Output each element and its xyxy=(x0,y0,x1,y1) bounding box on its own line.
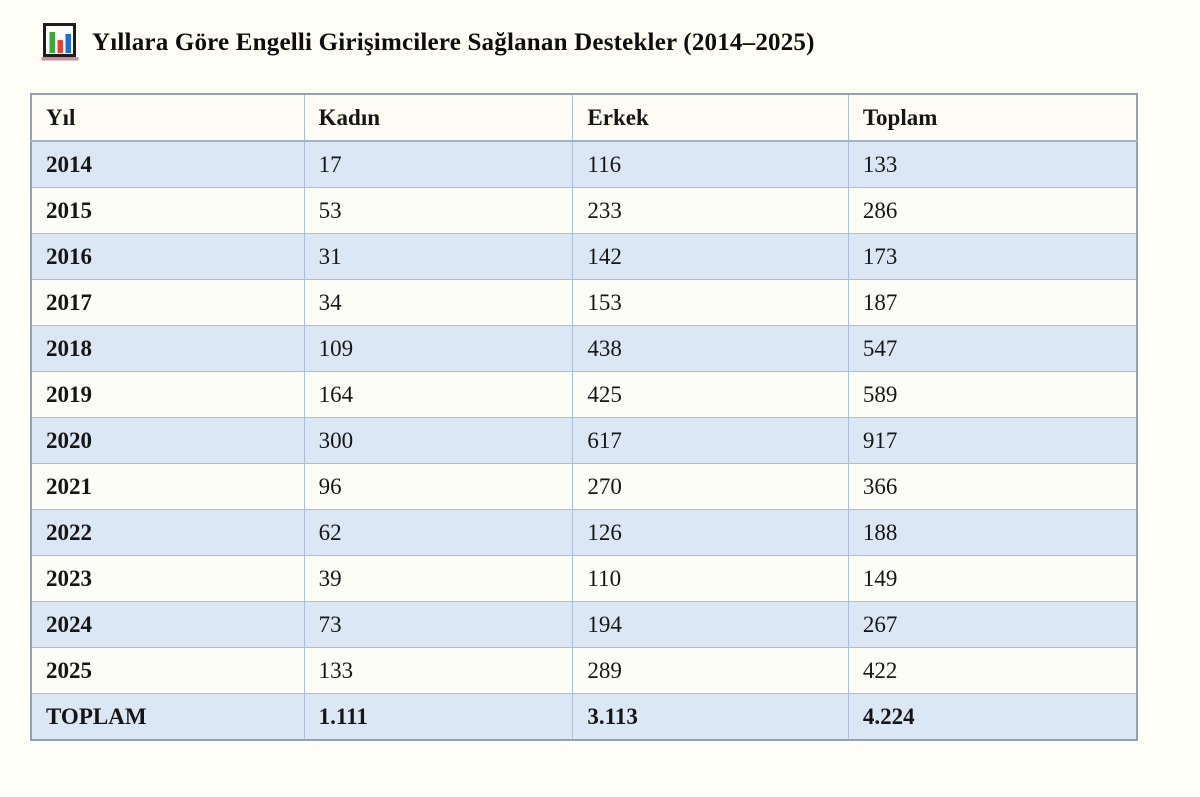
value-cell: 438 xyxy=(572,325,849,372)
value-cell: 4.224 xyxy=(847,693,1138,741)
value-cell: 39 xyxy=(303,555,574,602)
value-cell: 116 xyxy=(572,140,849,188)
table-row: 2021 96 270 366 xyxy=(30,463,1138,510)
supports-table: Yıl Kadın Erkek Toplam 2014 17 116 133 2015 5… xyxy=(30,93,1138,741)
value-cell: 187 xyxy=(847,279,1138,326)
value-cell: 270 xyxy=(572,463,849,510)
value-cell: 126 xyxy=(572,509,849,556)
column-header-yil: Yıl xyxy=(30,93,305,142)
value-cell: 153 xyxy=(572,279,849,326)
value-cell: 133 xyxy=(303,647,574,694)
table-row: 2024 73 194 267 xyxy=(30,601,1138,648)
value-cell: 73 xyxy=(303,601,574,648)
value-cell: 547 xyxy=(847,325,1138,372)
value-cell: 17 xyxy=(303,140,574,188)
year-cell: 2021 xyxy=(30,463,305,510)
value-cell: 617 xyxy=(572,417,849,464)
table-row: 2014 17 116 133 xyxy=(30,140,1138,188)
table-row: 2016 31 142 173 xyxy=(30,233,1138,280)
value-cell: 188 xyxy=(847,509,1138,556)
value-cell: 149 xyxy=(847,555,1138,602)
year-cell: 2025 xyxy=(30,647,305,694)
value-cell: 110 xyxy=(572,555,849,602)
year-cell: 2018 xyxy=(30,325,305,372)
year-cell: 2017 xyxy=(30,279,305,326)
table-row: 2023 39 110 149 xyxy=(30,555,1138,602)
value-cell: 425 xyxy=(572,371,849,418)
value-cell: 300 xyxy=(303,417,574,464)
column-header-erkek: Erkek xyxy=(572,93,849,142)
value-cell: 233 xyxy=(572,187,849,234)
value-cell: 917 xyxy=(847,417,1138,464)
value-cell: 289 xyxy=(572,647,849,694)
table-body: 2014 17 116 133 2015 53 233 286 2016 31 142 173 2017… xyxy=(30,140,1138,741)
value-cell: 194 xyxy=(572,601,849,648)
value-cell: 1.111 xyxy=(303,693,574,741)
value-cell: 109 xyxy=(303,325,574,372)
value-cell: 34 xyxy=(303,279,574,326)
total-row: TOPLAM 1.111 3.113 4.224 xyxy=(30,693,1138,741)
page-title: Yıllara Göre Engelli Girişimcilere Sağla… xyxy=(92,29,815,56)
value-cell: 173 xyxy=(847,233,1138,280)
year-cell: 2015 xyxy=(30,187,305,234)
year-cell: TOPLAM xyxy=(30,693,305,741)
value-cell: 589 xyxy=(847,371,1138,418)
year-cell: 2024 xyxy=(30,601,305,648)
value-cell: 366 xyxy=(847,463,1138,510)
value-cell: 53 xyxy=(303,187,574,234)
value-cell: 31 xyxy=(303,233,574,280)
table-row: 2018 109 438 547 xyxy=(30,325,1138,372)
header-row: Yıl Kadın Erkek Toplam xyxy=(30,93,1138,142)
table-row: 2015 53 233 286 xyxy=(30,187,1138,234)
value-cell: 267 xyxy=(847,601,1138,648)
value-cell: 142 xyxy=(572,233,849,280)
value-cell: 422 xyxy=(847,647,1138,694)
year-cell: 2014 xyxy=(30,140,305,188)
year-cell: 2020 xyxy=(30,417,305,464)
column-header-toplam: Toplam xyxy=(847,93,1138,142)
value-cell: 3.113 xyxy=(572,693,849,741)
year-cell: 2016 xyxy=(30,233,305,280)
value-cell: 164 xyxy=(303,371,574,418)
value-cell: 62 xyxy=(303,509,574,556)
value-cell: 286 xyxy=(847,187,1138,234)
bar-chart-icon xyxy=(41,23,79,61)
column-header-kadin: Kadın xyxy=(303,93,574,142)
table-row: 2025 133 289 422 xyxy=(30,647,1138,694)
table-row: 2020 300 617 917 xyxy=(30,417,1138,464)
title-bar: Yıllara Göre Engelli Girişimcilere Sağla… xyxy=(0,0,1200,64)
value-cell: 133 xyxy=(847,140,1138,188)
value-cell: 96 xyxy=(303,463,574,510)
year-cell: 2022 xyxy=(30,509,305,556)
table-row: 2019 164 425 589 xyxy=(30,371,1138,418)
year-cell: 2023 xyxy=(30,555,305,602)
table-row: 2017 34 153 187 xyxy=(30,279,1138,326)
table-row: 2022 62 126 188 xyxy=(30,509,1138,556)
year-cell: 2019 xyxy=(30,371,305,418)
